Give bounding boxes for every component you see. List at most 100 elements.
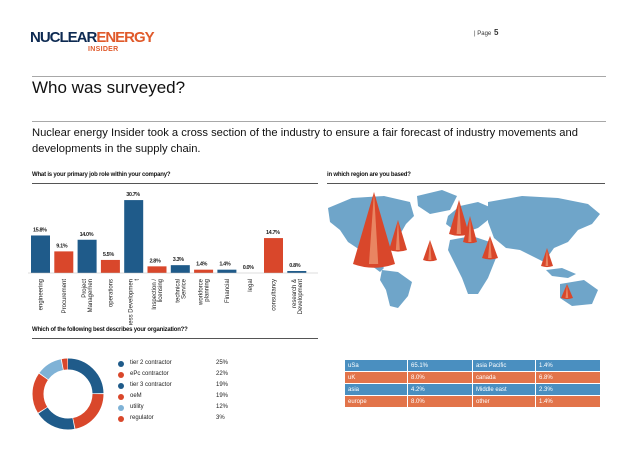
legend-label: utility — [130, 404, 144, 410]
region-value: 8.0% — [407, 371, 473, 384]
region-value: 1.4% — [535, 395, 601, 408]
category-label: legal — [248, 279, 254, 292]
bar-value-label: 0.0% — [243, 265, 254, 271]
region-question: in which region are you based? — [327, 172, 411, 178]
region-name: other — [472, 395, 536, 408]
legend-item: tier 3 contractor 19% — [118, 382, 228, 393]
region-name: uK — [345, 371, 408, 384]
legend-item: regulator 3% — [118, 415, 228, 426]
bar — [54, 251, 74, 273]
category-label: engineering — [39, 279, 45, 310]
bar — [147, 266, 167, 273]
legend-item: tier 2 contractor 25% — [118, 360, 228, 371]
bar-value-label: 30.7% — [126, 192, 140, 198]
bar-value-label: 2.8% — [150, 258, 161, 264]
intro-paragraph: Nuclear energy Insider took a cross sect… — [32, 127, 578, 155]
bar-value-label: 1.4% — [196, 262, 207, 268]
category-label: operations — [108, 279, 114, 307]
organization-question-rule — [32, 338, 318, 339]
bar-value-label: 15.8% — [33, 227, 47, 233]
bar-layer: 15.8% engineering 9.1% Procurement 14.0% Proj… — [28, 192, 318, 325]
greenland-shape — [417, 190, 457, 214]
legend-label: oeM — [130, 393, 142, 399]
australia-shape — [560, 280, 598, 306]
bar — [264, 238, 283, 273]
legend-item: oeM 19% — [118, 393, 228, 404]
legend-value: 12% — [216, 404, 229, 410]
logo-text-nuclear: NUCLEAR — [30, 29, 97, 46]
category-label: Financial — [225, 279, 231, 303]
region-question-rule — [327, 183, 605, 184]
legend-swatch — [118, 361, 124, 367]
legend-swatch — [118, 383, 124, 389]
logo-text-insider: INSIDER — [88, 46, 119, 53]
legend-value: 19% — [216, 393, 229, 399]
category-label: ProjectManagemen — [82, 279, 94, 313]
bar-value-label: 0.8% — [289, 263, 300, 269]
job-role-question: What is your primary job role within you… — [32, 172, 171, 178]
donut-segment — [32, 358, 104, 430]
legend-value: 25% — [216, 360, 229, 366]
bar-value-label: 5.5% — [103, 252, 114, 258]
region-name: europe — [345, 395, 408, 408]
region-value: 6.8% — [535, 371, 601, 384]
region-value: 2.3% — [535, 383, 601, 396]
region-value: 4.2% — [407, 383, 473, 396]
logo: NUCLEARENERGY INSIDER — [30, 29, 155, 53]
legend-label: ePc contractor — [130, 371, 169, 377]
legend-swatch — [118, 394, 124, 400]
bar-value-label: 14.0% — [80, 232, 94, 238]
region-marker-highlight — [468, 216, 472, 242]
region-marker-highlight — [565, 284, 569, 298]
legend-swatch — [118, 372, 124, 378]
legend-swatch — [118, 405, 124, 411]
indonesia-shape — [546, 268, 576, 278]
title-divider-bottom — [32, 121, 606, 122]
category-label: consultancy — [272, 279, 278, 311]
organization-question: Which of the following best describes yo… — [32, 327, 188, 333]
legend-label: regulator — [130, 415, 154, 421]
region-name: asia — [345, 383, 408, 396]
legend-value: 22% — [216, 371, 229, 377]
bar-value-label: 14.7% — [266, 230, 280, 236]
region-marker-highlight — [395, 220, 400, 250]
category-label: workforceplanning — [199, 278, 211, 306]
page-label: | Page — [474, 31, 492, 37]
region-row: asia 4.2% Middle east 2.3% — [345, 383, 601, 396]
donut-segment — [32, 358, 104, 430]
bar-value-label: 1.4% — [219, 262, 230, 268]
category-label: Procurement — [62, 279, 68, 314]
region-value: 8.0% — [407, 395, 473, 408]
asia-shape — [488, 196, 600, 262]
title-divider-top — [32, 76, 606, 77]
region-value: 65.1% — [407, 360, 473, 372]
region-marker-highlight — [456, 200, 461, 234]
bar — [77, 239, 97, 273]
world-map — [328, 190, 600, 308]
bar — [194, 269, 214, 273]
region-marker-highlight — [545, 248, 549, 266]
marker-layer — [353, 192, 573, 300]
page-title: Who was surveyed? — [32, 78, 186, 97]
category-label: Business Development — [129, 279, 141, 325]
south-america-shape — [380, 270, 412, 308]
category-label: research &Development — [292, 279, 304, 315]
region-value: 1.4% — [535, 360, 601, 372]
region-marker-highlight — [488, 236, 492, 258]
bar — [31, 235, 50, 273]
legend-item: utility 12% — [118, 404, 228, 415]
legend-swatch — [118, 416, 124, 422]
region-table: uSa 65.1% asia Pacific 1.4% uK 8.0% cana… — [345, 360, 601, 408]
region-row: uK 8.0% canada 6.8% — [345, 371, 601, 384]
organization-donut-chart — [32, 358, 104, 430]
region-name: uSa — [345, 360, 408, 372]
donut-layer — [32, 358, 104, 430]
bar-value-label: 3.3% — [173, 257, 184, 263]
legend-value: 3% — [216, 415, 225, 421]
region-name: asia Pacific — [472, 360, 536, 372]
legend-label: tier 2 contractor — [130, 360, 172, 366]
region-row: europe 8.0% other 1.4% — [345, 395, 601, 408]
legend-value: 19% — [216, 382, 229, 388]
page-number: 5 — [494, 28, 499, 37]
logo-text-energy: ENERGY — [96, 29, 154, 46]
